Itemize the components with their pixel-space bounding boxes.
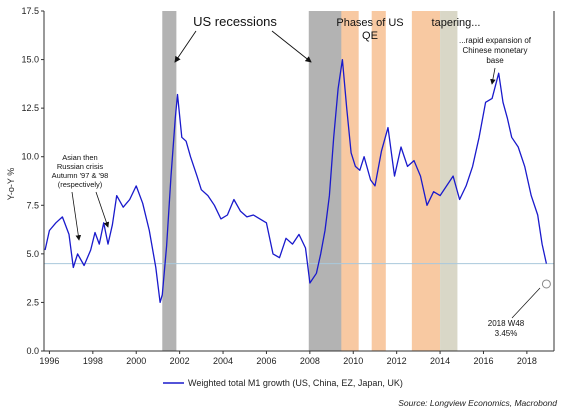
- arrow-asian-crisis: [71, 191, 82, 241]
- y-tick-label: 7.5: [26, 200, 39, 210]
- shaded-period-us-qe: [411, 11, 441, 351]
- shaded-period-us-recession: [162, 11, 177, 351]
- legend-label: Weighted total M1 growth (US, China, EZ,…: [188, 378, 403, 388]
- arrow-recession-2008: [271, 30, 312, 63]
- axes: [41, 10, 555, 354]
- y-tick-label: 2.5: [26, 297, 39, 307]
- x-tick-label: 2002: [170, 356, 190, 366]
- y-tick-label: 0.0: [26, 346, 39, 356]
- shaded-periods: [162, 11, 458, 351]
- shaded-period-us-recession: [308, 11, 342, 351]
- x-tick-label: 1998: [83, 356, 103, 366]
- latest-value-marker: [541, 279, 551, 289]
- annotation-phases-qe-2: QE: [362, 30, 378, 42]
- arrow-recession-2001: [174, 30, 197, 63]
- x-tick-label: 2006: [256, 356, 276, 366]
- x-tick-label: 2004: [213, 356, 233, 366]
- annotation-china-1: ...rapid expansion of: [459, 36, 532, 45]
- x-tick-label: 2018: [517, 356, 537, 366]
- series-line-0: [44, 58, 548, 304]
- annotation-tapering: tapering...: [432, 17, 481, 29]
- y-tick-labels: 0.0 2.5 5.0 7.5 10.0 12.5 15.0 17.5: [21, 6, 39, 356]
- x-tick-label: 2010: [343, 356, 363, 366]
- annotation-us-recessions: US recessions: [193, 14, 277, 29]
- x-tick-label: 2000: [126, 356, 146, 366]
- y-tick-label: 15.0: [21, 55, 39, 65]
- shaded-period-tapering: [440, 11, 458, 351]
- x-tick-label: 2016: [473, 356, 493, 366]
- y-tick-label: 17.5: [21, 6, 39, 16]
- x-tick-label: 1996: [39, 356, 59, 366]
- annotation-asian-crisis-3: Autumn '97 & '98: [52, 171, 109, 180]
- arrow-russian-crisis: [95, 191, 110, 228]
- x-tick-label: 2008: [300, 356, 320, 366]
- annotation-asian-crisis-2: Russian crisis: [57, 162, 104, 171]
- latest-value-label-1: 2018 W48: [488, 319, 525, 328]
- annotation-phases-qe-1: Phases of US: [336, 17, 403, 29]
- y-axis-label: Y-o-Y %: [6, 168, 16, 201]
- shaded-period-us-qe: [371, 11, 386, 351]
- latest-value-leader: [511, 287, 541, 319]
- source-note: Source: Longview Economics, Macrobond: [398, 398, 557, 408]
- annotation-asian-crisis-1: Asian then: [62, 153, 97, 162]
- y-tick-label: 10.0: [21, 152, 39, 162]
- x-tick-label: 2012: [387, 356, 407, 366]
- annotation-china-2: Chinese monetary: [463, 46, 528, 55]
- y-tick-label: 5.0: [26, 249, 39, 259]
- arrow-china: [490, 67, 496, 85]
- annotation-asian-crisis-4: (respectively): [58, 180, 103, 189]
- annotation-china-3: base: [486, 56, 504, 65]
- series-group: [44, 58, 548, 304]
- x-tick-labels: 1996 1998 2000 2002 2004 2006 2008 2010 2012 2014…: [39, 356, 536, 366]
- y-tick-label: 12.5: [21, 103, 39, 113]
- latest-value-label-2: 3.45%: [495, 329, 518, 338]
- x-tick-label: 2014: [430, 356, 450, 366]
